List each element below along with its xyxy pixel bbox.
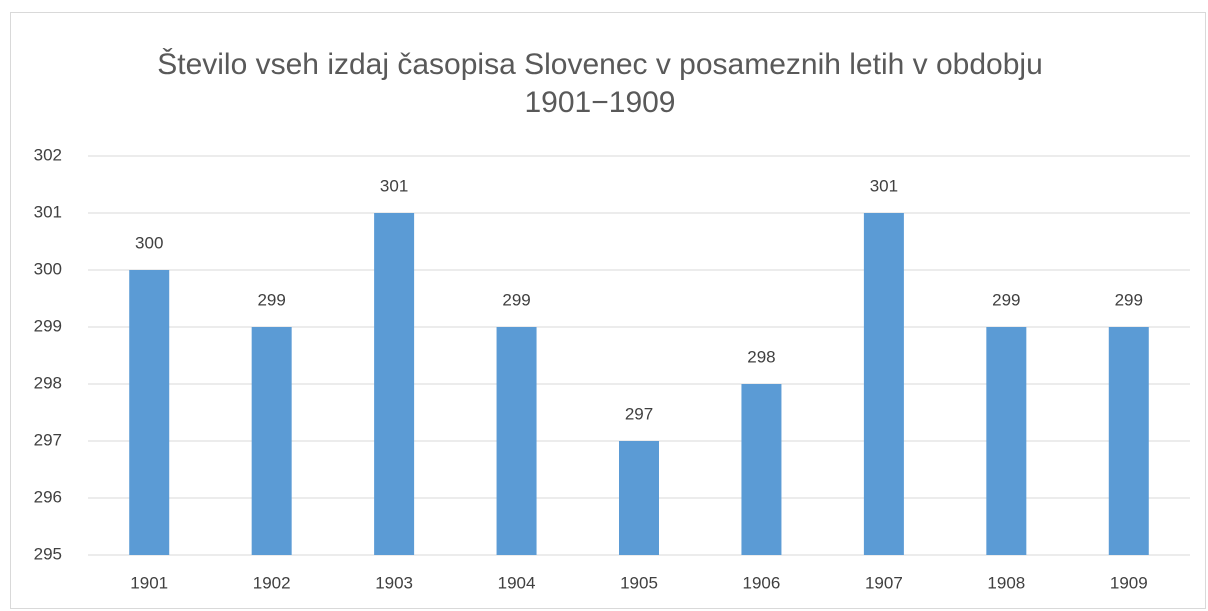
x-tick-label: 1902 [253, 573, 291, 592]
chart-border [10, 12, 1206, 609]
bar [496, 327, 537, 555]
x-tick-label: 1906 [743, 573, 781, 592]
x-tick-label: 1909 [1110, 573, 1148, 592]
data-label: 301 [870, 176, 898, 195]
x-tick-label: 1905 [620, 573, 658, 592]
bar [251, 327, 292, 555]
y-tick-label: 299 [34, 316, 62, 335]
y-tick-label: 301 [34, 202, 62, 221]
x-tick-label: 1903 [375, 573, 413, 592]
y-tick-label: 300 [34, 259, 62, 278]
y-tick-label: 298 [34, 373, 62, 392]
y-tick-label: 302 [34, 145, 62, 164]
x-tick-label: 1904 [498, 573, 536, 592]
bar [619, 441, 659, 555]
data-label: 299 [1115, 290, 1143, 309]
data-label: 298 [747, 347, 775, 366]
data-label: 297 [625, 404, 653, 423]
data-label: 299 [257, 290, 285, 309]
chart-title: Število vseh izdaj časopisa Slovenec v p… [157, 48, 1043, 119]
data-label: 299 [992, 290, 1020, 309]
x-tick-label: 1901 [130, 573, 168, 592]
x-tick-label: 1907 [865, 573, 903, 592]
bar [129, 270, 170, 555]
bar [741, 384, 782, 555]
data-label: 300 [135, 233, 163, 252]
bar [374, 213, 415, 555]
y-tick-label: 297 [34, 430, 62, 449]
x-tick-label: 1908 [987, 573, 1025, 592]
data-label: 301 [380, 176, 408, 195]
bar [863, 213, 904, 555]
y-tick-label: 296 [34, 487, 62, 506]
data-label: 299 [502, 290, 530, 309]
bar [1108, 327, 1149, 555]
y-tick-label: 295 [34, 544, 62, 563]
bar [986, 327, 1027, 555]
